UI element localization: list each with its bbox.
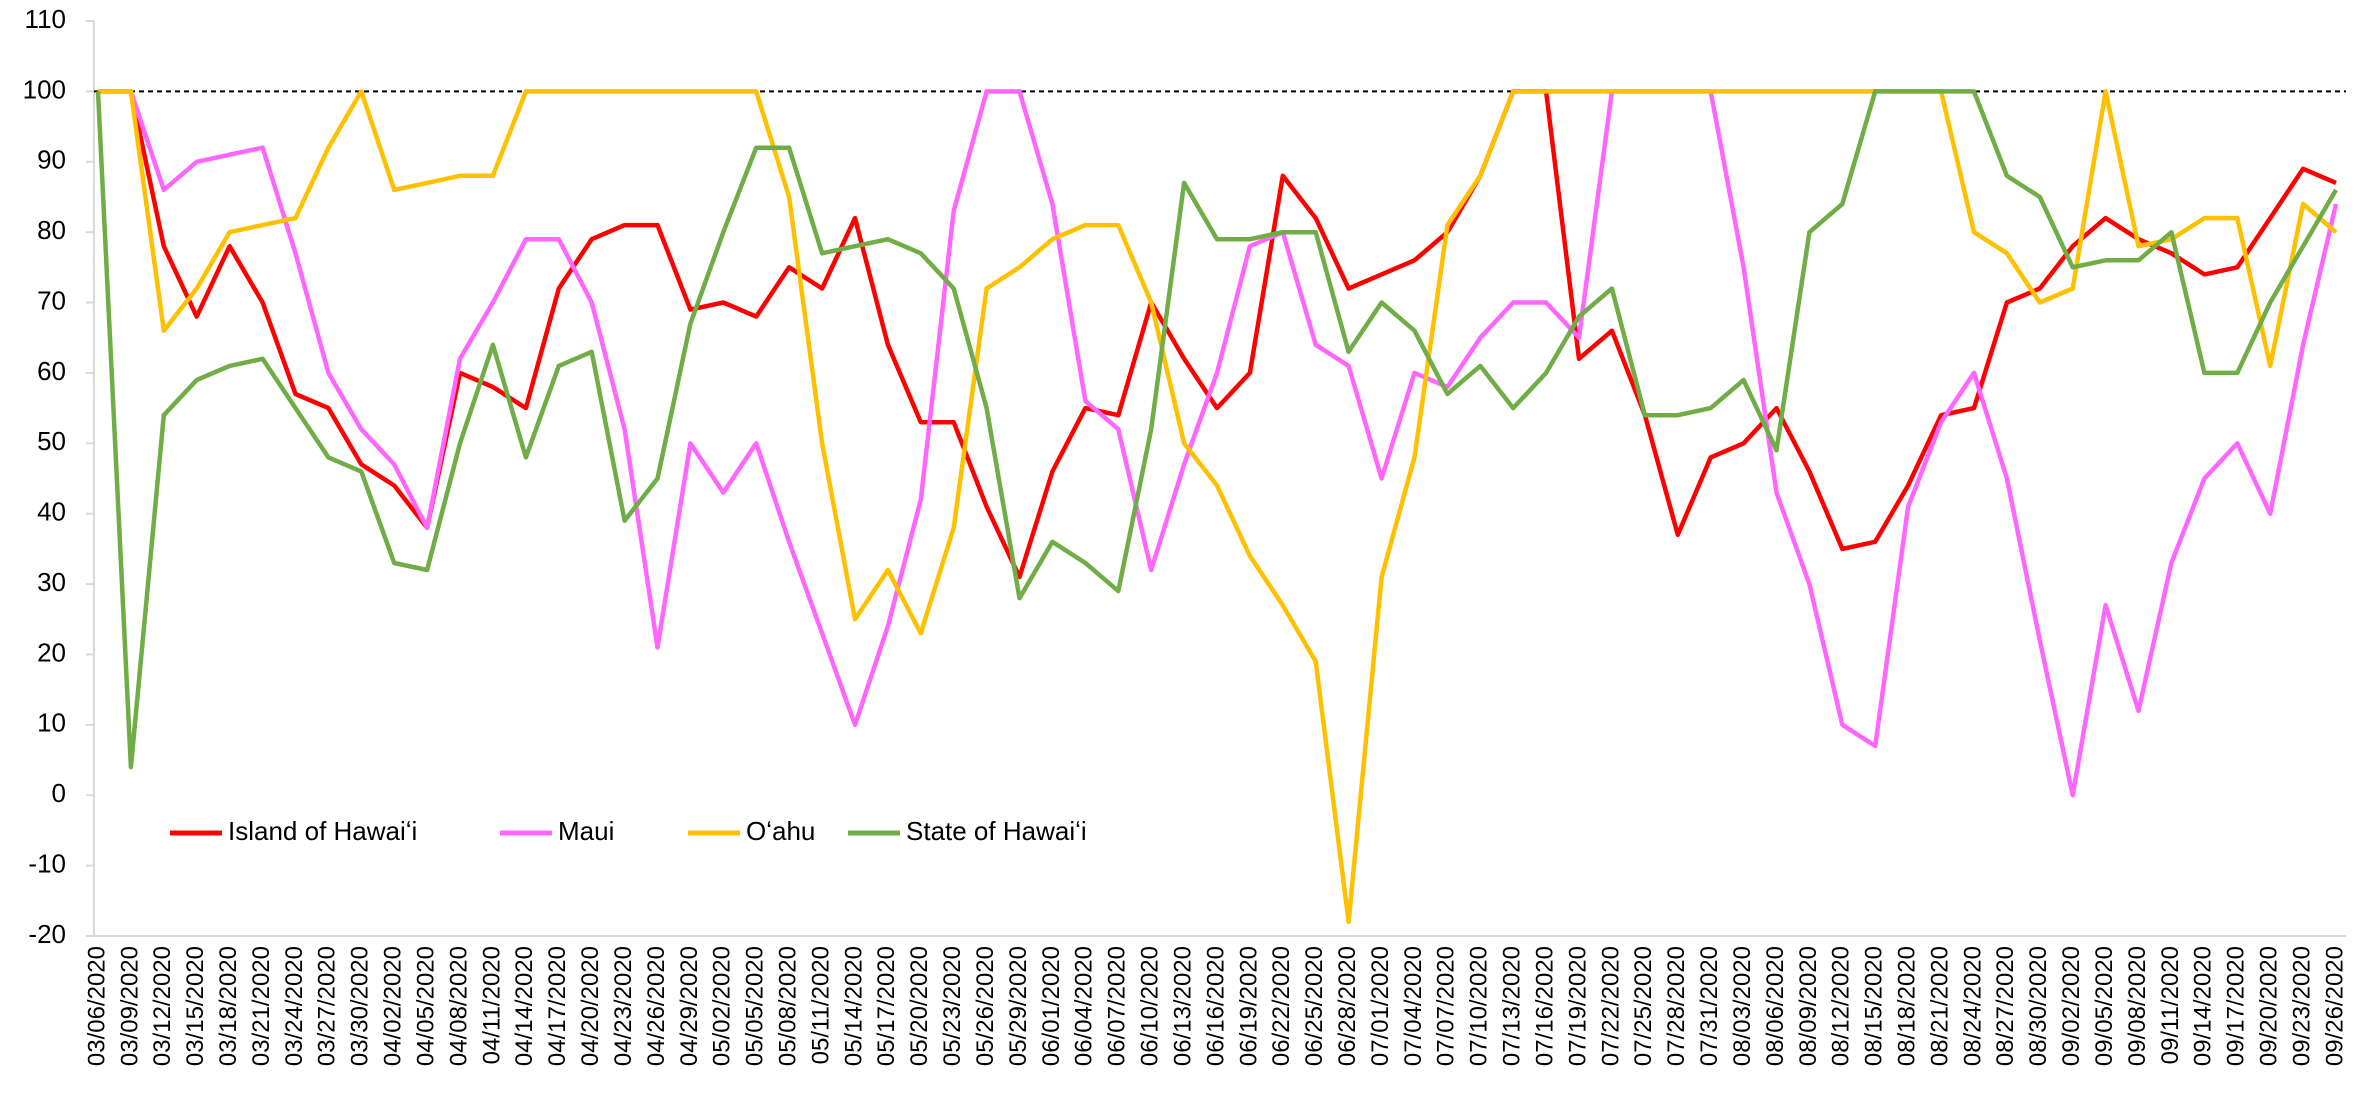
y-tick-label: 30 bbox=[37, 567, 66, 597]
x-tick-label: 04/11/2020 bbox=[478, 946, 505, 1064]
x-tick-label: 08/21/2020 bbox=[1926, 946, 1953, 1066]
x-tick-label: 09/23/2020 bbox=[2288, 946, 2315, 1066]
x-tick-label: 06/16/2020 bbox=[1202, 946, 1229, 1066]
series-line bbox=[95, 89, 2338, 770]
x-tick-label: 05/11/2020 bbox=[807, 946, 834, 1064]
x-tick-label: 07/13/2020 bbox=[1499, 946, 1526, 1066]
y-tick-label: 20 bbox=[37, 637, 66, 667]
legend-label: Island of Hawaiʻi bbox=[228, 816, 417, 846]
x-tick-label: 07/07/2020 bbox=[1433, 946, 1460, 1066]
x-tick-label: 08/12/2020 bbox=[1828, 946, 1855, 1066]
x-tick-label: 03/09/2020 bbox=[116, 946, 143, 1066]
x-tick-label: 06/13/2020 bbox=[1169, 946, 1196, 1066]
x-tick-label: 06/19/2020 bbox=[1235, 946, 1262, 1066]
x-tick-label: 07/16/2020 bbox=[1531, 946, 1558, 1066]
x-tick-label: 04/26/2020 bbox=[643, 946, 670, 1066]
x-tick-label: 05/23/2020 bbox=[939, 946, 966, 1066]
y-tick-label: 50 bbox=[37, 426, 66, 456]
x-tick-label: 04/17/2020 bbox=[544, 946, 571, 1066]
x-tick-label: 06/04/2020 bbox=[1071, 946, 1098, 1066]
y-tick-label: 70 bbox=[37, 285, 66, 315]
x-tick-label: 09/11/2020 bbox=[2157, 946, 2184, 1064]
x-tick-label: 05/05/2020 bbox=[742, 946, 769, 1066]
x-tick-label: 05/29/2020 bbox=[1005, 946, 1032, 1066]
x-tick-label: 06/10/2020 bbox=[1137, 946, 1164, 1066]
x-tick-label: 09/17/2020 bbox=[2223, 946, 2250, 1066]
x-tick-label: 05/02/2020 bbox=[709, 946, 736, 1066]
x-tick-label: 04/29/2020 bbox=[676, 946, 703, 1066]
x-tick-label: 09/20/2020 bbox=[2256, 946, 2283, 1066]
y-tick-label: 90 bbox=[37, 145, 66, 175]
legend-label: Maui bbox=[558, 816, 614, 846]
x-tick-label: 05/08/2020 bbox=[774, 946, 801, 1066]
x-tick-label: 09/14/2020 bbox=[2190, 946, 2217, 1066]
x-tick-label: 09/26/2020 bbox=[2321, 946, 2348, 1066]
x-tick-label: 03/21/2020 bbox=[248, 946, 275, 1066]
x-tick-label: 03/12/2020 bbox=[149, 946, 176, 1066]
x-tick-label: 06/28/2020 bbox=[1334, 946, 1361, 1066]
x-tick-label: 04/05/2020 bbox=[412, 946, 439, 1066]
series-line bbox=[98, 89, 2338, 925]
y-tick-label: 80 bbox=[37, 215, 66, 245]
y-tick-label: 40 bbox=[37, 497, 66, 527]
x-tick-label: 03/30/2020 bbox=[347, 946, 374, 1066]
y-tick-label: 10 bbox=[37, 708, 66, 738]
x-tick-label: 03/15/2020 bbox=[182, 946, 209, 1066]
x-tick-label: 07/25/2020 bbox=[1630, 946, 1657, 1066]
x-tick-label: 05/14/2020 bbox=[840, 946, 867, 1066]
x-tick-label: 03/18/2020 bbox=[215, 946, 242, 1066]
x-tick-label: 03/24/2020 bbox=[281, 946, 308, 1066]
x-tick-label: 08/03/2020 bbox=[1729, 946, 1756, 1066]
x-tick-label: 04/02/2020 bbox=[380, 946, 407, 1066]
x-tick-label: 03/27/2020 bbox=[314, 946, 341, 1066]
y-tick-label: 0 bbox=[52, 778, 66, 808]
x-tick-label: 07/10/2020 bbox=[1466, 946, 1493, 1066]
x-tick-label: 08/09/2020 bbox=[1795, 946, 1822, 1066]
x-tick-label: 07/22/2020 bbox=[1597, 946, 1624, 1066]
x-tick-label: 03/06/2020 bbox=[83, 946, 110, 1066]
y-tick-label: -10 bbox=[28, 848, 66, 878]
series-line bbox=[98, 89, 2339, 798]
x-tick-label: 06/01/2020 bbox=[1038, 946, 1065, 1066]
x-tick-label: 09/02/2020 bbox=[2058, 946, 2085, 1066]
x-tick-label: 08/24/2020 bbox=[1959, 946, 1986, 1066]
x-tick-label: 07/01/2020 bbox=[1367, 946, 1394, 1066]
y-tick-label: 60 bbox=[37, 356, 66, 386]
x-tick-label: 04/14/2020 bbox=[511, 946, 538, 1066]
y-tick-label: -20 bbox=[28, 919, 66, 949]
legend-label: State of Hawaiʻi bbox=[906, 816, 1087, 846]
x-tick-label: 08/18/2020 bbox=[1893, 946, 1920, 1066]
x-tick-label: 06/25/2020 bbox=[1301, 946, 1328, 1066]
x-tick-label: 07/19/2020 bbox=[1564, 946, 1591, 1066]
x-tick-label: 07/28/2020 bbox=[1663, 946, 1690, 1066]
x-tick-label: 09/08/2020 bbox=[2124, 946, 2151, 1066]
x-tick-label: 05/17/2020 bbox=[873, 946, 900, 1066]
x-tick-label: 07/31/2020 bbox=[1696, 946, 1723, 1066]
x-tick-label: 07/04/2020 bbox=[1400, 946, 1427, 1066]
x-tick-label: 04/08/2020 bbox=[445, 946, 472, 1066]
x-tick-label: 04/23/2020 bbox=[610, 946, 637, 1066]
y-tick-label: 110 bbox=[25, 4, 66, 34]
x-tick-label: 09/05/2020 bbox=[2091, 946, 2118, 1066]
x-tick-label: 08/30/2020 bbox=[2025, 946, 2052, 1066]
x-tick-label: 06/22/2020 bbox=[1268, 946, 1295, 1066]
series-line bbox=[98, 89, 2337, 580]
y-tick-label: 100 bbox=[23, 74, 66, 104]
x-tick-label: 08/06/2020 bbox=[1762, 946, 1789, 1066]
x-tick-label: 08/27/2020 bbox=[1992, 946, 2019, 1066]
x-tick-label: 05/26/2020 bbox=[972, 946, 999, 1066]
x-tick-label: 04/20/2020 bbox=[577, 946, 604, 1066]
x-tick-label: 06/07/2020 bbox=[1104, 946, 1131, 1066]
legend-label: Oʻahu bbox=[746, 816, 815, 846]
x-tick-label: 08/15/2020 bbox=[1861, 946, 1888, 1066]
x-tick-label: 05/20/2020 bbox=[906, 946, 933, 1066]
